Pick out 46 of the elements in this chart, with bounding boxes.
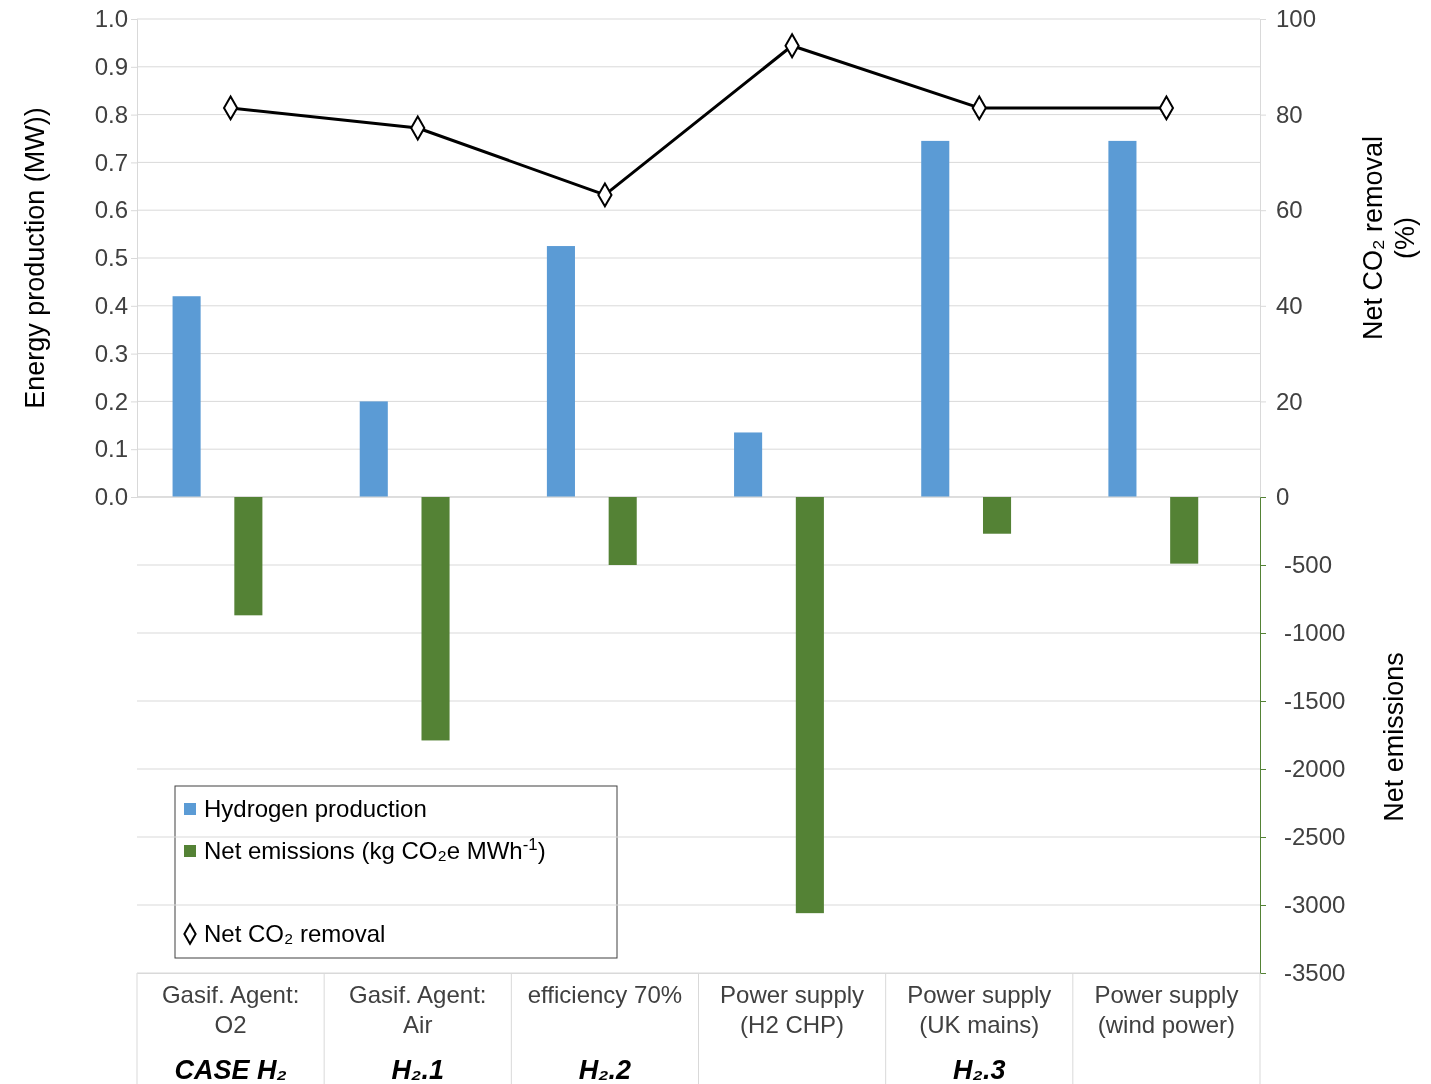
y2-tick-label: 0: [1276, 483, 1290, 511]
y-tick-label: 1.0: [94, 5, 128, 33]
y-axis-title: Energy production (MW)): [20, 107, 50, 409]
y-tick-label: 0.3: [94, 339, 128, 367]
bar: [172, 296, 201, 497]
y2-tick-label: 80: [1276, 100, 1303, 128]
text: H₂.1: [391, 1055, 444, 1084]
y2-tick-label: 100: [1276, 5, 1317, 33]
y-tick-label: 0.5: [94, 244, 128, 272]
y2-tick-label: 60: [1276, 196, 1303, 224]
y-tick-label: 0.8: [94, 100, 128, 128]
y-tick-label: -1000: [1284, 619, 1346, 647]
y-tick-label: -3500: [1284, 959, 1346, 987]
y-tick-label: -500: [1284, 551, 1333, 579]
legend-label: Net emissions (kg CO₂e MWh$^{-1}$): [204, 834, 546, 864]
y-tick-label: -1500: [1284, 687, 1346, 715]
bar: [1108, 140, 1137, 497]
x-tick-label: Gasif. Agent: Air: [349, 981, 487, 1038]
y2-tick-label: 40: [1276, 291, 1303, 319]
y-tick-label: 0.6: [94, 196, 128, 224]
bar: [359, 401, 388, 497]
y2-tick-label: 20: [1276, 387, 1303, 415]
x-tick-label: Power supply (H2 CHP): [720, 981, 865, 1038]
bar: [546, 246, 575, 497]
text: CASE H₂: [174, 1055, 287, 1084]
y-tick-label: -3000: [1284, 891, 1346, 919]
y-tick-label: 0.2: [94, 387, 128, 415]
x-tick-label: Power supply (wind power): [1094, 981, 1239, 1038]
y-axis-title: Net emissions: [1379, 652, 1409, 822]
y-tick-label: 0.0: [94, 483, 128, 511]
x-tick-label: efficiency 70%: [527, 981, 683, 1008]
legend-label: Net CO₂ removal: [204, 920, 386, 947]
y-tick-label: 0.4: [94, 291, 128, 319]
y-tick-label: -2000: [1284, 755, 1346, 783]
y-tick-label: 0.9: [94, 52, 128, 80]
y2-axis-title: Net CO₂ removal (%): [1358, 135, 1420, 341]
text: H₂.2: [578, 1055, 632, 1084]
text: H₂.3: [953, 1055, 1006, 1084]
bar: [734, 432, 763, 497]
y-tick-label: 0.1: [94, 435, 128, 463]
y-tick-label: -2500: [1284, 823, 1346, 851]
y-tick-label: 0.7: [94, 148, 128, 176]
x-tick-label: Power supply (UK mains): [907, 981, 1052, 1038]
x-tick-label: Gasif. Agent: O2: [161, 981, 300, 1038]
bar: [921, 140, 950, 497]
legend-label: Hydrogen production: [204, 795, 427, 822]
